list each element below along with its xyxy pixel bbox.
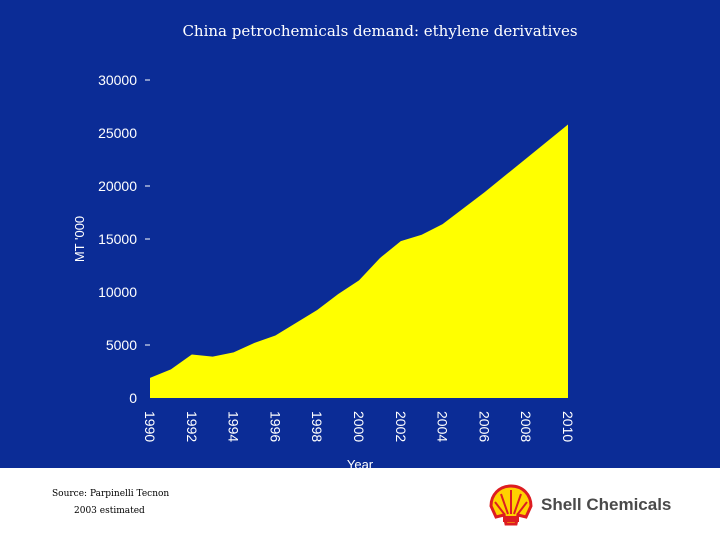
x-tick-label: 1990: [142, 411, 158, 442]
x-tick-label: 1998: [309, 411, 325, 442]
source-note: Source: Parpinelli Tecnon: [52, 489, 170, 499]
x-tick-label: 2000: [351, 411, 367, 442]
y-tick-label: 25000: [98, 125, 137, 141]
x-tick-label: 1994: [226, 411, 242, 442]
x-tick-label: 2008: [518, 411, 534, 442]
shell-logo-icon: [489, 484, 533, 526]
y-tick-label: 20000: [98, 178, 137, 194]
chart-title: China petrochemicals demand: ethylene de…: [182, 22, 578, 40]
x-tick-label: 2004: [435, 411, 451, 442]
y-tick-label: 10000: [98, 284, 137, 300]
x-tick-label: 1992: [184, 411, 200, 442]
y-tick-label: 0: [129, 390, 137, 406]
x-tick-label: 2006: [476, 411, 492, 442]
y-axis-title: MT '000: [72, 216, 87, 262]
demand-area: [150, 124, 568, 399]
x-tick-label: 2002: [393, 411, 409, 442]
x-axis-title: Year: [347, 457, 374, 468]
y-tick-label: 30000: [98, 72, 137, 88]
y-tick-label: 5000: [106, 337, 137, 353]
x-axis: 1990 1992 1994 1996 1998 2000 2002 2004 2006 2008…: [142, 411, 576, 442]
brand-name: Shell Chemicals: [541, 495, 672, 514]
estimate-note: 2003 estimated: [74, 506, 145, 516]
chart-slide: China petrochemicals demand: ethylene de…: [0, 0, 720, 468]
x-tick-label: 2010: [560, 411, 576, 442]
x-tick-label: 1996: [267, 411, 283, 442]
y-axis: 30000 25000 20000 15000 10000 5000 0: [98, 72, 150, 406]
y-tick-label: 15000: [98, 231, 137, 247]
footer: [0, 468, 720, 540]
